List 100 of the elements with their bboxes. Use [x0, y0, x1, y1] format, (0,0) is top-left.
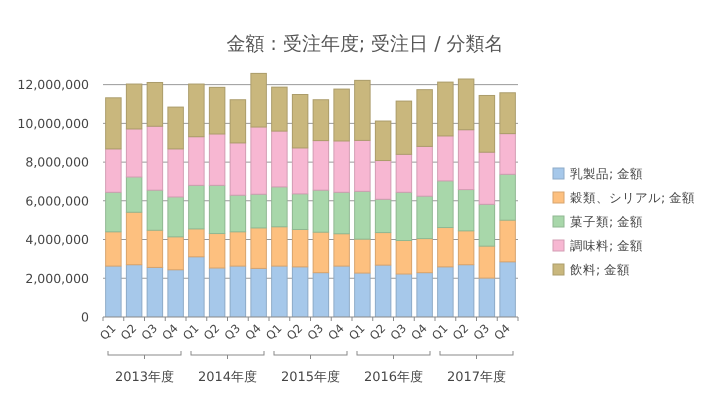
chart-title: 金額 : 受注年度; 受注日 / 分類名	[226, 33, 504, 55]
bar	[292, 147, 308, 194]
bar	[105, 192, 122, 232]
bar	[230, 142, 246, 196]
bar	[437, 135, 454, 182]
x-tick-label: Q3	[470, 321, 492, 343]
legend-label: 飲料; 金額	[570, 262, 630, 277]
text: 2014年度	[198, 369, 258, 385]
bar	[146, 266, 164, 318]
bar	[478, 246, 496, 279]
bar	[333, 233, 350, 267]
bar	[292, 266, 308, 318]
bar	[208, 268, 226, 318]
bar	[312, 140, 330, 191]
x-tick-label: Q4	[242, 321, 264, 343]
bar	[167, 106, 184, 150]
bar	[458, 129, 474, 190]
bar	[374, 160, 392, 200]
x-tick-label: Q1	[97, 321, 118, 343]
x-tick-label: Q3	[388, 321, 409, 343]
bar	[458, 264, 474, 318]
bar	[312, 232, 330, 274]
legend-label: 調味料; 金額	[570, 238, 644, 253]
bar	[167, 148, 184, 198]
bar	[188, 228, 205, 258]
bar	[250, 126, 267, 195]
bar	[333, 88, 350, 142]
bar	[416, 238, 433, 274]
bar	[374, 198, 392, 234]
bar	[271, 266, 288, 318]
bar	[396, 240, 412, 275]
bar	[271, 86, 288, 132]
bar	[478, 94, 496, 153]
bar	[271, 130, 288, 188]
x-tick-label: Q2	[200, 321, 222, 343]
bar	[374, 232, 392, 266]
bar	[478, 152, 496, 205]
bar	[354, 272, 371, 318]
y-tick-label: 10,000,000	[17, 116, 90, 131]
x-tick-label: Q1	[429, 321, 450, 343]
x-tick-label: Q3	[222, 321, 243, 343]
x-tick-label: Q4	[159, 321, 181, 343]
bar	[499, 261, 516, 318]
bar	[354, 140, 371, 192]
bar	[126, 212, 142, 266]
bar	[230, 99, 246, 144]
bar	[188, 136, 205, 186]
bar	[374, 264, 392, 318]
bar	[416, 146, 433, 197]
x-tick-label: Q2	[284, 321, 306, 343]
bar	[437, 266, 454, 318]
bar	[354, 80, 371, 141]
bar	[354, 238, 371, 274]
bar	[312, 190, 330, 233]
bar	[146, 82, 164, 127]
bar	[458, 230, 474, 266]
bar	[292, 193, 308, 230]
bar	[105, 266, 122, 318]
bar	[146, 190, 164, 231]
bar	[250, 268, 267, 318]
x-tick-label: Q4	[408, 321, 430, 343]
text: 2013年度	[114, 369, 174, 385]
bar	[230, 266, 246, 318]
bar	[499, 220, 516, 262]
bar	[333, 266, 350, 318]
bar	[126, 176, 142, 213]
bar	[396, 192, 412, 242]
y-tick-label: 12,000,000	[17, 77, 90, 92]
x-tick-label: Q2	[450, 321, 472, 343]
bar	[416, 272, 433, 318]
y-tick-label: 0	[81, 310, 90, 324]
bar	[374, 120, 392, 162]
bar	[499, 133, 516, 175]
bar	[188, 256, 205, 318]
x-tick-label: Q4	[325, 321, 347, 343]
x-tick-label: Q3	[138, 321, 160, 343]
bar	[437, 82, 454, 136]
legend-label: 菓子類; 金額	[570, 214, 644, 229]
x-tick-label: Q1	[346, 321, 368, 343]
bar	[292, 94, 308, 148]
bar	[312, 272, 330, 318]
bar	[250, 194, 267, 228]
bar	[105, 231, 122, 267]
bar	[167, 196, 184, 238]
bar	[478, 278, 496, 318]
legend-label: 乳製品; 金額	[570, 166, 644, 181]
bar	[126, 128, 142, 178]
bar	[250, 72, 267, 128]
text: 2016年度	[364, 369, 424, 385]
bar	[416, 196, 433, 240]
bar	[167, 236, 184, 270]
bar	[437, 180, 454, 228]
bar	[354, 190, 371, 240]
y-tick-label: 8,000,000	[25, 154, 90, 170]
x-tick-label: Q1	[180, 321, 202, 343]
x-tick-label: Q4	[491, 321, 513, 343]
bar	[416, 89, 433, 147]
bar	[271, 226, 288, 267]
text: 2017年度	[446, 369, 506, 385]
bar	[146, 126, 164, 191]
